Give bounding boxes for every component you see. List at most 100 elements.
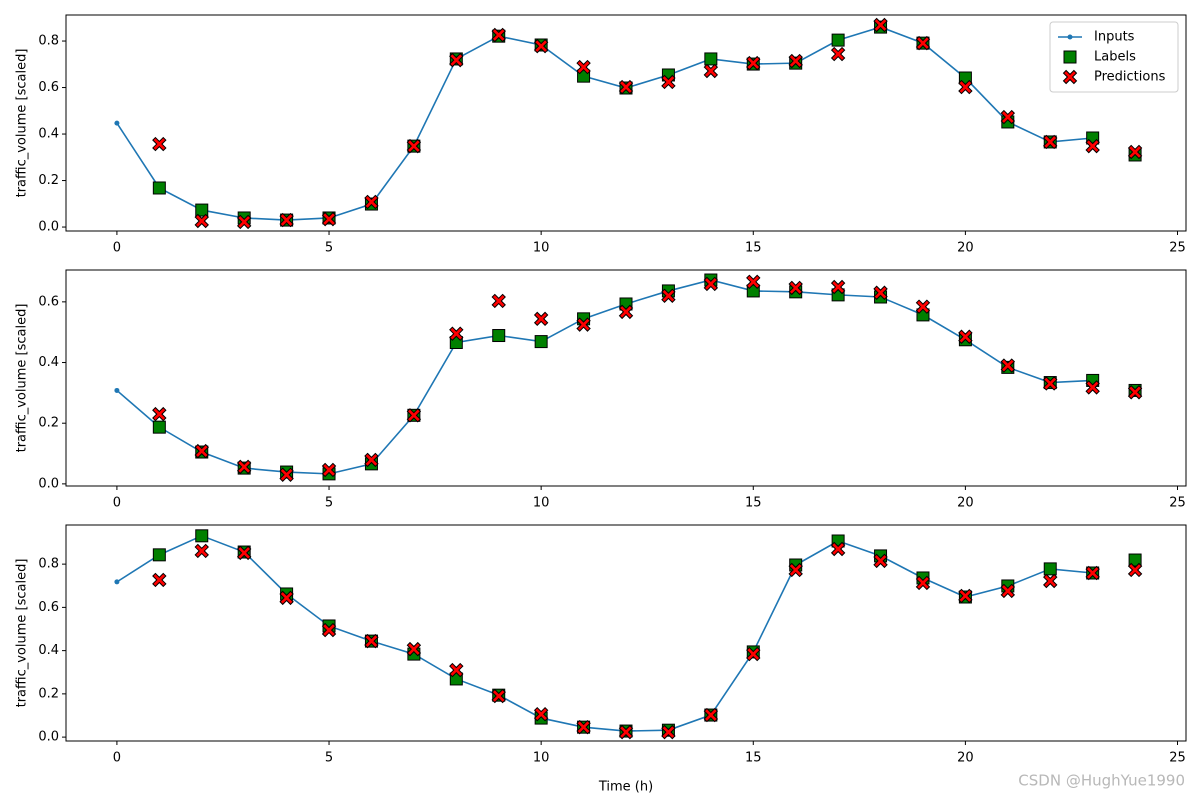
prediction-marker <box>194 543 209 559</box>
label-marker <box>152 420 166 434</box>
legend-label: Labels <box>1094 50 1136 65</box>
x-tick-label: 10 <box>533 241 550 256</box>
prediction-marker <box>321 211 337 227</box>
axes-frame <box>65 269 1187 487</box>
prediction-marker <box>1000 583 1016 599</box>
prediction-marker <box>279 212 294 228</box>
prediction-marker <box>236 459 252 475</box>
y-tick-label: 0.4 <box>38 127 59 142</box>
prediction-marker <box>194 443 209 459</box>
label-marker <box>152 181 166 195</box>
prediction-marker <box>703 707 719 723</box>
y-tick-label: 0.6 <box>38 600 59 615</box>
label-marker <box>704 52 718 66</box>
label-marker <box>195 529 209 543</box>
prediction-marker <box>1043 134 1058 150</box>
prediction-marker <box>830 279 846 295</box>
prediction-marker <box>1043 573 1058 589</box>
prediction-marker <box>449 52 464 68</box>
prediction-marker <box>915 575 931 591</box>
y-tick-label: 0.0 <box>38 476 59 491</box>
prediction-marker <box>618 304 634 320</box>
y-tick-label: 0.2 <box>38 173 59 188</box>
input-point <box>114 387 120 393</box>
prediction-marker <box>830 541 846 557</box>
y-tick-label: 0.2 <box>38 416 59 431</box>
y-tick-label: 0.0 <box>38 730 59 745</box>
prediction-marker <box>364 194 379 210</box>
prediction-marker <box>1127 562 1143 578</box>
prediction-marker <box>533 38 549 54</box>
prediction-marker <box>618 79 634 95</box>
series-line <box>116 534 1093 732</box>
x-tick-label: 5 <box>325 241 333 256</box>
x-axis-label: Time (h) <box>598 780 653 795</box>
prediction-marker <box>1127 385 1143 400</box>
prediction-marker <box>533 311 549 327</box>
legend-box <box>1049 21 1179 93</box>
axes-background <box>66 525 1186 741</box>
y-tick-label: 0.6 <box>38 80 59 95</box>
prediction-marker <box>915 299 931 314</box>
prediction-marker <box>279 467 294 482</box>
plot-area: 0 5 10 15 20 25 0.0 0.2 0.4 0.6 0.8 traffic_volume … <box>15 14 1187 256</box>
x-tick-label: 25 <box>1169 241 1186 256</box>
prediction-marker <box>958 588 973 604</box>
prediction-marker <box>152 572 167 588</box>
label-marker <box>534 335 548 349</box>
prediction-marker <box>746 55 761 71</box>
x-tick-label: 5 <box>325 496 333 511</box>
plot-area: 0 5 10 15 20 25 0.0 0.2 0.4 0.6 0.8 traffic_volume … <box>15 524 1187 795</box>
y-tick-label: 0.4 <box>38 355 59 370</box>
prediction-marker <box>746 274 761 290</box>
y-tick-label: 0.4 <box>38 643 59 658</box>
series-line <box>116 279 1093 475</box>
prediction-marker <box>279 590 294 606</box>
x-tick-label: 25 <box>1169 751 1186 766</box>
label-marker <box>1128 553 1142 567</box>
y-axis-label: traffic_volume [scaled] <box>15 559 30 708</box>
prediction-marker <box>661 288 676 303</box>
prediction-marker <box>788 53 803 69</box>
prediction-marker <box>576 317 591 332</box>
prediction-marker <box>364 452 379 468</box>
label-marker <box>1043 562 1057 576</box>
prediction-marker <box>364 633 379 649</box>
prediction-marker <box>576 59 591 75</box>
prediction-marker <box>533 706 549 722</box>
prediction-marker <box>661 74 676 90</box>
y-tick-label: 0.8 <box>38 34 59 49</box>
prediction-marker <box>236 545 252 561</box>
prediction-marker <box>152 406 167 422</box>
legend-label: Predictions <box>1094 70 1166 85</box>
prediction-marker <box>703 63 719 79</box>
watermark: CSDN @HughYue1990 <box>1018 772 1185 790</box>
prediction-marker <box>406 408 422 423</box>
prediction-marker <box>576 719 591 735</box>
y-tick-label: 0.6 <box>38 294 59 309</box>
y-tick-label: 0.2 <box>38 686 59 701</box>
x-tick-label: 0 <box>113 241 121 256</box>
prediction-marker <box>491 293 506 309</box>
series-line <box>116 26 1093 221</box>
x-tick-label: 0 <box>113 496 121 511</box>
x-tick-label: 20 <box>957 241 974 256</box>
prediction-marker <box>491 27 506 43</box>
x-tick-label: 5 <box>325 751 333 766</box>
prediction-marker <box>406 138 422 154</box>
axes-frame <box>65 14 1187 232</box>
x-tick-label: 0 <box>113 751 121 766</box>
axes-frame <box>65 524 1187 742</box>
label-marker <box>195 203 209 217</box>
prediction-marker <box>746 646 761 662</box>
x-tick-label: 15 <box>745 241 762 256</box>
prediction-marker <box>661 724 676 740</box>
input-point <box>114 579 120 585</box>
prediction-marker <box>1000 109 1016 125</box>
prediction-marker <box>406 641 422 657</box>
prediction-marker <box>788 280 803 296</box>
x-tick-label: 10 <box>533 496 550 511</box>
x-tick-label: 15 <box>745 496 762 511</box>
prediction-marker <box>618 724 634 740</box>
prediction-marker <box>1085 138 1100 154</box>
